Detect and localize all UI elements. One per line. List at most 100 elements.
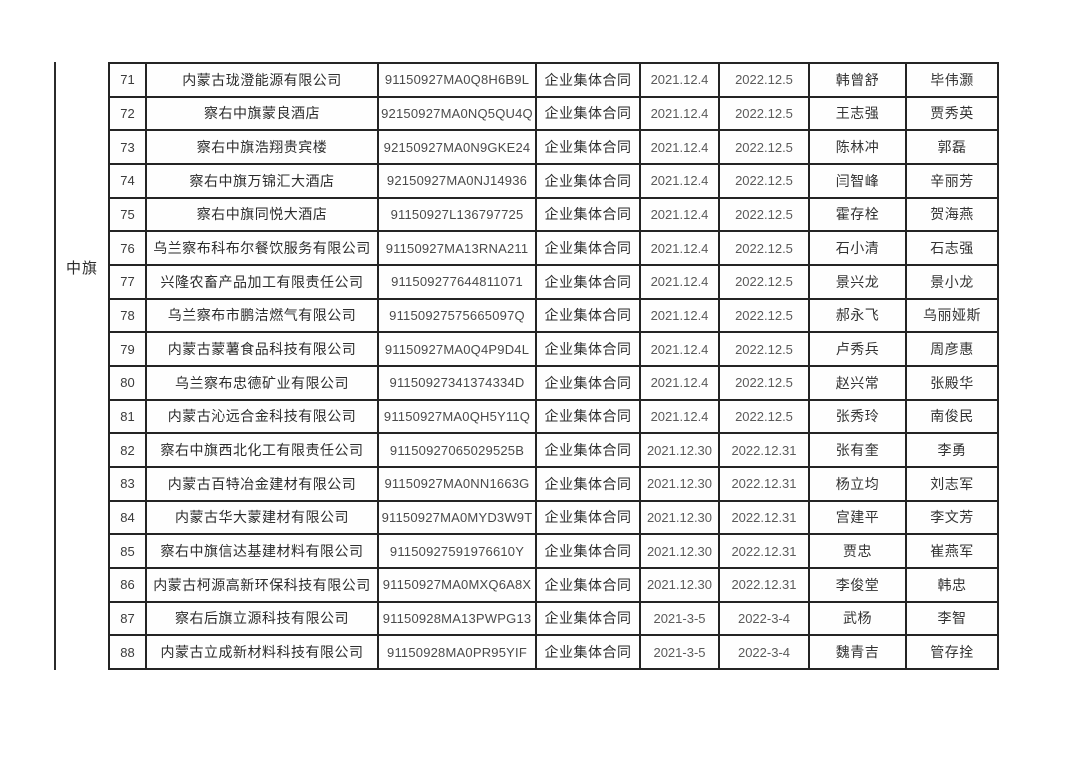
cell-signer-name-1: 卢秀兵 (808, 331, 907, 367)
cell-signer-name-2: 李勇 (905, 432, 999, 468)
cell-start-date: 2021.12.30 (639, 432, 720, 468)
cell-row-number: 84 (108, 499, 147, 536)
cell-signer-name-2: 石志强 (905, 230, 999, 266)
cell-start-date: 2021.12.4 (639, 95, 720, 132)
cell-credit-code: 91150927MA0MYD3W9T (377, 499, 537, 536)
cell-signer-name-2: 贾秀英 (905, 95, 999, 132)
cell-end-date: 2022.12.31 (718, 465, 810, 502)
cell-start-date: 2021-3-5 (639, 634, 720, 670)
cell-signer-name-1: 景兴龙 (808, 263, 907, 300)
cell-signer-name-2: 南俊民 (905, 398, 999, 435)
table-row: 71 内蒙古珑澄能源有限公司 91150927MA0Q8H6B9L 企业集体合同 202… (108, 62, 999, 98)
cell-signer-name-1: 闫智峰 (808, 162, 907, 199)
cell-row-number: 82 (108, 432, 147, 468)
cell-company-name: 察右后旗立源科技有限公司 (145, 600, 379, 637)
cell-contract-type: 企业集体合同 (535, 162, 641, 199)
table-row: 78 乌兰察布市鹏洁燃气有限公司 91150927575665097Q 企业集体合同 2… (108, 297, 999, 334)
cell-start-date: 2021.12.4 (639, 364, 720, 401)
table-row: 75 察右中旗同悦大酒店 91150927L136797725 企业集体合同 2021.… (108, 196, 999, 233)
cell-company-name: 察右中旗蒙良酒店 (145, 95, 379, 132)
cell-end-date: 2022.12.5 (718, 95, 810, 132)
cell-signer-name-2: 管存拴 (905, 634, 999, 670)
cell-contract-type: 企业集体合同 (535, 600, 641, 637)
cell-signer-name-1: 陈林冲 (808, 129, 907, 165)
table-row: 84 内蒙古华大蒙建材有限公司 91150927MA0MYD3W9T 企业集体合同 20… (108, 499, 999, 536)
cell-contract-type: 企业集体合同 (535, 95, 641, 132)
cell-row-number: 77 (108, 263, 147, 300)
cell-row-number: 81 (108, 398, 147, 435)
cell-contract-type: 企业集体合同 (535, 533, 641, 569)
table-row: 81 内蒙古沁远合金科技有限公司 91150927MA0QH5Y11Q 企业集体合同 2… (108, 398, 999, 435)
cell-start-date: 2021.12.4 (639, 129, 720, 165)
cell-start-date: 2021.12.4 (639, 297, 720, 334)
cell-start-date: 2021.12.4 (639, 162, 720, 199)
cell-end-date: 2022.12.5 (718, 230, 810, 266)
cell-row-number: 75 (108, 196, 147, 233)
cell-end-date: 2022-3-4 (718, 600, 810, 637)
table-row: 88 内蒙古立成新材料科技有限公司 91150928MA0PR95YIF 企业集体合同… (108, 634, 999, 670)
cell-end-date: 2022.12.5 (718, 162, 810, 199)
table-row: 85 察右中旗信达基建材料有限公司 91150927591976610Y 企业集体合同… (108, 533, 999, 569)
cell-signer-name-2: 辛丽芳 (905, 162, 999, 199)
cell-signer-name-1: 李俊堂 (808, 566, 907, 603)
table-row: 87 察右后旗立源科技有限公司 91150928MA13PWPG13 企业集体合同 20… (108, 600, 999, 637)
cell-credit-code: 91150927MA0MXQ6A8X (377, 566, 537, 603)
cell-start-date: 2021.12.30 (639, 499, 720, 536)
cell-start-date: 2021.12.4 (639, 263, 720, 300)
cell-signer-name-2: 李文芳 (905, 499, 999, 536)
cell-credit-code: 91150927L136797725 (377, 196, 537, 233)
cell-company-name: 内蒙古蒙薯食品科技有限公司 (145, 331, 379, 367)
cell-signer-name-2: 景小龙 (905, 263, 999, 300)
collective-contracts-table: 71 内蒙古珑澄能源有限公司 91150927MA0Q8H6B9L 企业集体合同 202… (108, 62, 999, 670)
cell-signer-name-1: 霍存栓 (808, 196, 907, 233)
cell-credit-code: 91150927MA0Q4P9D4L (377, 331, 537, 367)
cell-company-name: 察右中旗信达基建材料有限公司 (145, 533, 379, 569)
cell-signer-name-1: 魏青吉 (808, 634, 907, 670)
cell-contract-type: 企业集体合同 (535, 263, 641, 300)
cell-signer-name-2: 李智 (905, 600, 999, 637)
cell-credit-code: 911509277644811071 (377, 263, 537, 300)
cell-contract-type: 企业集体合同 (535, 432, 641, 468)
cell-credit-code: 91150927MA0Q8H6B9L (377, 62, 537, 98)
cell-company-name: 内蒙古柯源高新环保科技有限公司 (145, 566, 379, 603)
cell-signer-name-2: 刘志军 (905, 465, 999, 502)
cell-company-name: 内蒙古华大蒙建材有限公司 (145, 499, 379, 536)
cell-end-date: 2022.12.5 (718, 62, 810, 98)
cell-start-date: 2021.12.30 (639, 566, 720, 603)
cell-signer-name-1: 张有奎 (808, 432, 907, 468)
cell-start-date: 2021.12.30 (639, 533, 720, 569)
cell-credit-code: 91150927341374334D (377, 364, 537, 401)
cell-signer-name-1: 杨立均 (808, 465, 907, 502)
table-row: 76 乌兰察布科布尔餐饮服务有限公司 91150927MA13RNA211 企业集体合… (108, 230, 999, 266)
cell-row-number: 72 (108, 95, 147, 132)
cell-contract-type: 企业集体合同 (535, 566, 641, 603)
table-row: 73 察右中旗浩翔贵宾楼 92150927MA0N9GKE24 企业集体合同 2021.… (108, 129, 999, 165)
cell-credit-code: 91150927591976610Y (377, 533, 537, 569)
cell-end-date: 2022.12.5 (718, 398, 810, 435)
cell-signer-name-1: 宫建平 (808, 499, 907, 536)
cell-start-date: 2021.12.30 (639, 465, 720, 502)
cell-company-name: 内蒙古沁远合金科技有限公司 (145, 398, 379, 435)
cell-start-date: 2021-3-5 (639, 600, 720, 637)
cell-signer-name-1: 王志强 (808, 95, 907, 132)
cell-company-name: 兴隆农畜产品加工有限责任公司 (145, 263, 379, 300)
cell-contract-type: 企业集体合同 (535, 465, 641, 502)
cell-end-date: 2022.12.5 (718, 263, 810, 300)
cell-credit-code: 92150927MA0NJ14936 (377, 162, 537, 199)
cell-signer-name-2: 乌丽娅斯 (905, 297, 999, 334)
cell-signer-name-1: 赵兴常 (808, 364, 907, 401)
cell-credit-code: 91150927MA13RNA211 (377, 230, 537, 266)
cell-row-number: 88 (108, 634, 147, 670)
cell-company-name: 乌兰察布科布尔餐饮服务有限公司 (145, 230, 379, 266)
cell-credit-code: 91150927575665097Q (377, 297, 537, 334)
cell-start-date: 2021.12.4 (639, 230, 720, 266)
cell-end-date: 2022.12.5 (718, 196, 810, 233)
cell-row-number: 87 (108, 600, 147, 637)
cell-signer-name-1: 贾忠 (808, 533, 907, 569)
cell-end-date: 2022-3-4 (718, 634, 810, 670)
cell-end-date: 2022.12.31 (718, 566, 810, 603)
cell-contract-type: 企业集体合同 (535, 196, 641, 233)
cell-credit-code: 92150927MA0N9GKE24 (377, 129, 537, 165)
table-row: 74 察右中旗万锦汇大酒店 92150927MA0NJ14936 企业集体合同 2021… (108, 162, 999, 199)
